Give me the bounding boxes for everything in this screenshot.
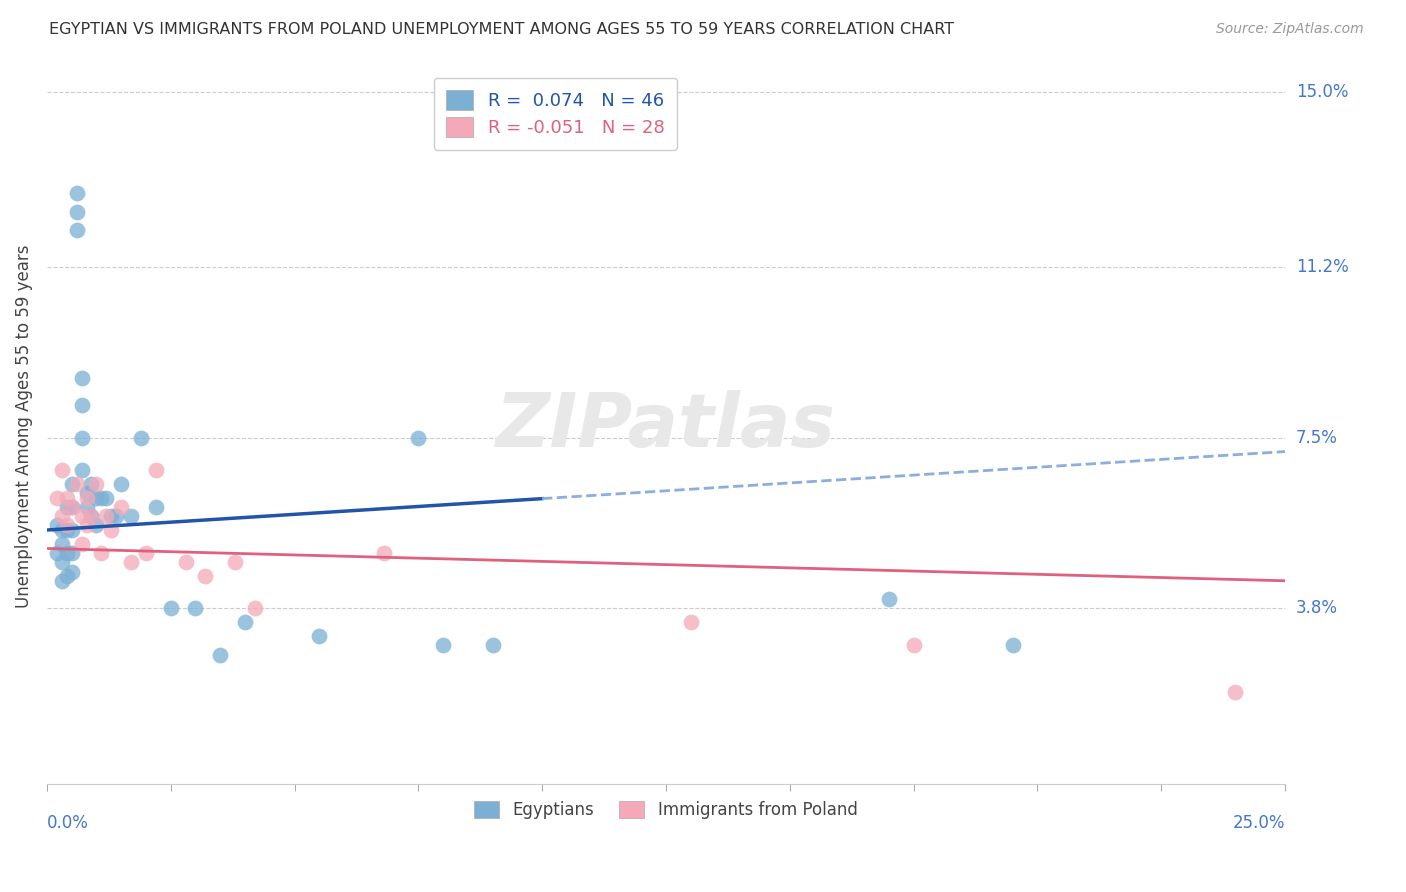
Point bbox=[51, 509, 73, 524]
Point bbox=[55, 546, 77, 560]
Point bbox=[174, 555, 197, 569]
Point bbox=[194, 569, 217, 583]
Point bbox=[60, 523, 83, 537]
Point bbox=[373, 546, 395, 560]
Text: EGYPTIAN VS IMMIGRANTS FROM POLAND UNEMPLOYMENT AMONG AGES 55 TO 59 YEARS CORREL: EGYPTIAN VS IMMIGRANTS FROM POLAND UNEMP… bbox=[49, 22, 955, 37]
Point bbox=[70, 370, 93, 384]
Point bbox=[481, 639, 503, 653]
Point bbox=[51, 463, 73, 477]
Point bbox=[70, 463, 93, 477]
Point bbox=[70, 431, 93, 445]
Point bbox=[76, 491, 98, 505]
Point bbox=[65, 204, 87, 219]
Point bbox=[76, 518, 98, 533]
Point bbox=[1001, 639, 1024, 653]
Point bbox=[86, 476, 108, 491]
Point bbox=[55, 500, 77, 514]
Text: 3.8%: 3.8% bbox=[1296, 599, 1339, 617]
Point bbox=[80, 476, 103, 491]
Point bbox=[120, 509, 142, 524]
Point bbox=[679, 615, 702, 630]
Text: ZIPatlas: ZIPatlas bbox=[496, 390, 837, 463]
Text: 25.0%: 25.0% bbox=[1233, 814, 1285, 832]
Point bbox=[55, 569, 77, 583]
Point bbox=[105, 509, 128, 524]
Point bbox=[65, 186, 87, 201]
Point bbox=[70, 399, 93, 413]
Point bbox=[60, 500, 83, 514]
Point bbox=[877, 592, 900, 607]
Point bbox=[159, 601, 181, 615]
Point bbox=[51, 574, 73, 588]
Point bbox=[96, 509, 118, 524]
Point bbox=[90, 546, 112, 560]
Point bbox=[224, 555, 246, 569]
Point bbox=[110, 500, 132, 514]
Point bbox=[86, 518, 108, 533]
Point bbox=[60, 546, 83, 560]
Point bbox=[55, 518, 77, 533]
Point bbox=[65, 476, 87, 491]
Point bbox=[76, 486, 98, 500]
Point bbox=[80, 509, 103, 524]
Point bbox=[70, 509, 93, 524]
Point bbox=[110, 476, 132, 491]
Point bbox=[51, 523, 73, 537]
Point bbox=[60, 500, 83, 514]
Point bbox=[45, 546, 67, 560]
Point bbox=[86, 491, 108, 505]
Point bbox=[308, 629, 330, 643]
Point bbox=[76, 500, 98, 514]
Point bbox=[408, 431, 430, 445]
Point bbox=[45, 491, 67, 505]
Point bbox=[90, 491, 112, 505]
Point bbox=[1225, 684, 1247, 698]
Point bbox=[129, 431, 152, 445]
Point bbox=[45, 518, 67, 533]
Point bbox=[80, 509, 103, 524]
Point bbox=[209, 648, 232, 662]
Point bbox=[100, 509, 122, 524]
Point bbox=[96, 491, 118, 505]
Point bbox=[60, 565, 83, 579]
Point bbox=[51, 555, 73, 569]
Point bbox=[903, 639, 925, 653]
Legend: Egyptians, Immigrants from Poland: Egyptians, Immigrants from Poland bbox=[468, 794, 865, 826]
Point bbox=[432, 639, 454, 653]
Text: 15.0%: 15.0% bbox=[1296, 83, 1348, 101]
Point bbox=[60, 476, 83, 491]
Y-axis label: Unemployment Among Ages 55 to 59 years: Unemployment Among Ages 55 to 59 years bbox=[15, 244, 32, 608]
Text: 7.5%: 7.5% bbox=[1296, 429, 1339, 447]
Point bbox=[51, 537, 73, 551]
Point bbox=[70, 537, 93, 551]
Point bbox=[120, 555, 142, 569]
Point bbox=[135, 546, 157, 560]
Text: 11.2%: 11.2% bbox=[1296, 258, 1348, 276]
Point bbox=[55, 491, 77, 505]
Point bbox=[65, 223, 87, 237]
Point bbox=[145, 500, 167, 514]
Text: Source: ZipAtlas.com: Source: ZipAtlas.com bbox=[1216, 22, 1364, 37]
Point bbox=[243, 601, 266, 615]
Point bbox=[55, 523, 77, 537]
Point bbox=[145, 463, 167, 477]
Point bbox=[233, 615, 256, 630]
Text: 0.0%: 0.0% bbox=[46, 814, 89, 832]
Point bbox=[100, 523, 122, 537]
Point bbox=[184, 601, 207, 615]
